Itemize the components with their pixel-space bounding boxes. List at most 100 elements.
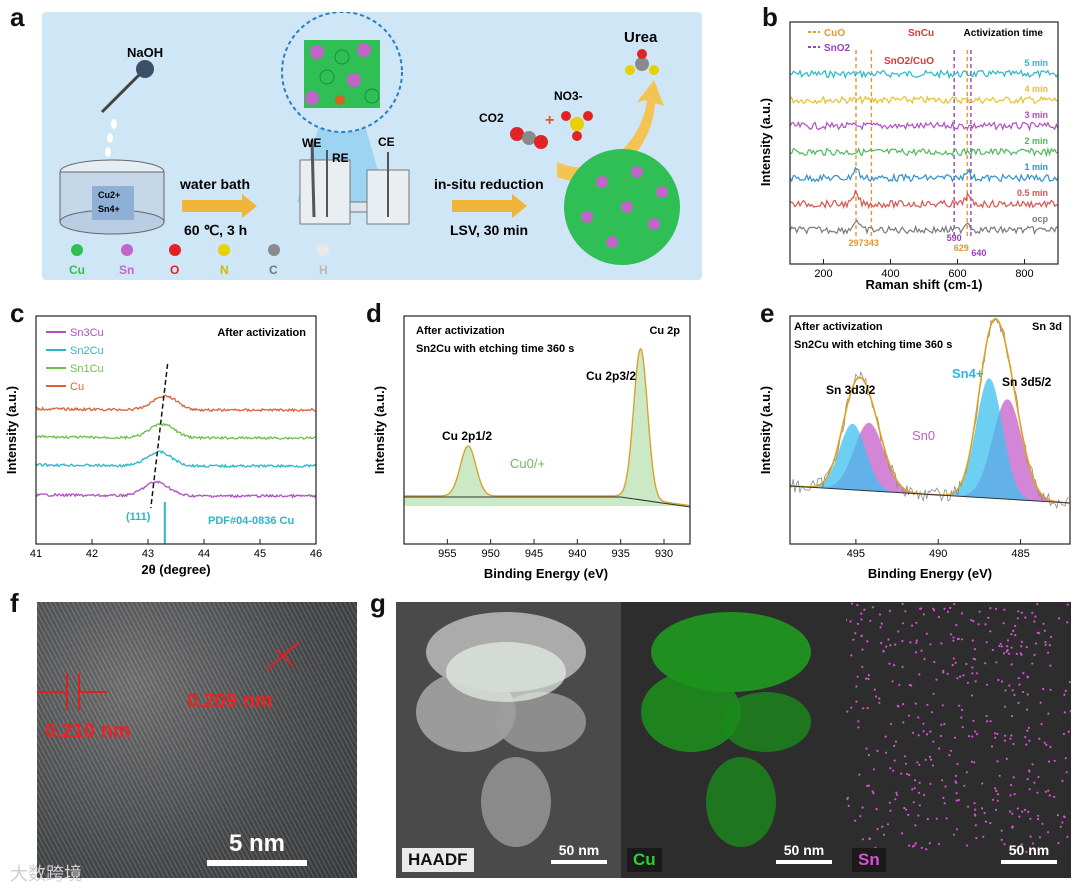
legend-h: H (319, 263, 328, 277)
d-spacing-1: 0.210 nm (45, 720, 131, 742)
urea-molecule-icon (625, 49, 659, 75)
crystal-lattice-icon (304, 40, 380, 108)
raman-series-label: 1 min (1024, 162, 1048, 172)
xrd-legend-label: Cu (70, 381, 84, 393)
xps-sn-baseline (789, 485, 1071, 504)
dropper-icon (100, 60, 154, 157)
xps-cu-xtick: 950 (481, 548, 499, 560)
legend-cu: Cu (69, 263, 85, 277)
xps-sn-xtick: 490 (929, 548, 947, 560)
xrd-xtick: 42 (86, 548, 98, 560)
xrd-xtick: 45 (254, 548, 266, 560)
xps-cu-line (404, 347, 690, 507)
panel-label-c: c (10, 298, 25, 328)
xrd-xtick: 43 (142, 548, 154, 560)
annot-sno2cuo: SnO2/CuO (884, 56, 934, 67)
xrd-xtick: 46 (310, 548, 322, 560)
plus-sign: + (545, 112, 554, 129)
xps-cu-ylabel: Intensity (a.u.) (372, 386, 387, 474)
xrd-series-line (35, 480, 317, 499)
cu-map: Cu 50 nm (621, 602, 846, 878)
raman-xtick: 400 (881, 268, 899, 280)
xps-cu-xlabel: Binding Energy (eV) (484, 566, 608, 581)
cu-scale-bar: 50 nm (776, 842, 832, 864)
xps-cu-subtitle: Sn2Cu with etching time 360 s (416, 343, 574, 355)
no3-label: NO3- (554, 89, 583, 103)
raman-series-label: 0.5 min (1017, 188, 1048, 198)
map-label-cu: Cu (627, 848, 662, 872)
legend-o: O (170, 263, 179, 277)
raman-series-line (789, 166, 1059, 183)
xrd-series-line (35, 394, 317, 413)
step1-arrow-icon (182, 194, 257, 218)
xps-cu-baseline (404, 496, 691, 508)
raman-ref-label: 343 (864, 238, 879, 248)
xps-cu-fill (404, 348, 690, 506)
step2-arrow-icon (452, 194, 527, 218)
co2-label: CO2 (479, 111, 504, 125)
sn4-annot: Sn4+ (952, 366, 984, 381)
xps-cu-xtick: 935 (611, 548, 629, 560)
xrd-chart: 41 42 43 44 45 46 2θ (degree) Intensity (a.u.… (4, 315, 322, 577)
legend-sno2: SnO2 (824, 43, 851, 54)
legend-sn: Sn (119, 263, 134, 277)
raman-series-label: 2 min (1024, 136, 1048, 146)
xps-sn-corner: Sn 3d (1032, 321, 1062, 333)
xrd-xtick: 44 (198, 548, 210, 560)
xps-sn-title: After activization (794, 321, 883, 333)
haadf-scale-bar: 50 nm (551, 842, 607, 864)
raman-series-label: 5 min (1024, 58, 1048, 68)
sn-map: Sn 50 nm (846, 602, 1071, 878)
xps-cu-xtick: 940 (568, 548, 586, 560)
xrd-shift-line (150, 363, 169, 509)
raman-series-line (790, 189, 1059, 210)
raman-series-line (789, 94, 1059, 105)
raman-series-line (789, 69, 1059, 80)
xps-sn-sn4-32 (790, 423, 1069, 503)
xps-cu-frame (403, 315, 691, 545)
raman-chart: 200 400 600 800 Raman shift (cm-1) Intensit… (758, 21, 1059, 292)
xps-sn-xlabel: Binding Energy (eV) (868, 566, 992, 581)
raman-series-line (789, 219, 1059, 236)
xps-sn-xtick: 485 (1011, 548, 1029, 560)
raman-series-label: 3 min (1024, 110, 1048, 120)
xrd-series-line (35, 450, 317, 469)
step1-label: water bath (179, 176, 250, 192)
xrd-xtick: 41 (30, 548, 42, 560)
sn-scale-bar: 50 nm (1001, 842, 1057, 864)
schematic-svg: NaOH Cu2+ Sn4+ water bath 60 ℃, 3 h (59, 11, 680, 277)
panel-label-e: e (760, 298, 775, 328)
panel-label-g: g (370, 588, 386, 618)
xps-sn-subtitle: Sn2Cu with etching time 360 s (794, 339, 952, 351)
xps-cu-corner: Cu 2p (649, 325, 680, 337)
raman-series-line (789, 146, 1059, 158)
peak-cu2p32: Cu 2p3/2 (586, 369, 636, 383)
activization-time-title: Activization time (964, 28, 1044, 39)
xrd-ref-label: PDF#04-0836 Cu (208, 515, 294, 527)
raman-ref-label: 590 (947, 233, 962, 243)
xps-cu-xtick: 955 (438, 548, 456, 560)
xps-sn-sn4-52 (790, 378, 1069, 503)
xrd-peak-label: (111) (126, 511, 151, 523)
synthesis-schematic: NaOH Cu2+ Sn4+ water bath 60 ℃, 3 h (42, 11, 702, 280)
no3-molecule-icon (561, 111, 593, 141)
step1-conditions: 60 ℃, 3 h (184, 222, 247, 238)
ce-label: CE (378, 135, 395, 149)
sn0-annot: Sn0 (912, 428, 935, 443)
watermark: 大数跨境 (10, 864, 82, 884)
legend-n: N (220, 263, 229, 277)
xps-cu-xtick: 930 (655, 548, 673, 560)
catalyst-sphere-icon (564, 149, 680, 265)
map-label-haadf: HAADF (402, 848, 474, 872)
beaker-icon (59, 159, 165, 235)
urea-label: Urea (624, 29, 658, 46)
peak-cu2p12: Cu 2p1/2 (442, 429, 492, 443)
haadf-map: HAADF 50 nm (396, 602, 621, 878)
xps-cu-chart: 955 950 945 940 935 930 Binding Energy (eV) I… (372, 315, 691, 581)
h-cell-icon (299, 139, 410, 225)
cu-ion-label: Cu2+ (98, 190, 120, 200)
xps-sn-ylabel: Intensity (a.u.) (758, 386, 773, 474)
panel-label-a: a (10, 2, 25, 32)
panel-label-d: d (366, 298, 382, 328)
xps-sn-xtick: 495 (847, 548, 865, 560)
